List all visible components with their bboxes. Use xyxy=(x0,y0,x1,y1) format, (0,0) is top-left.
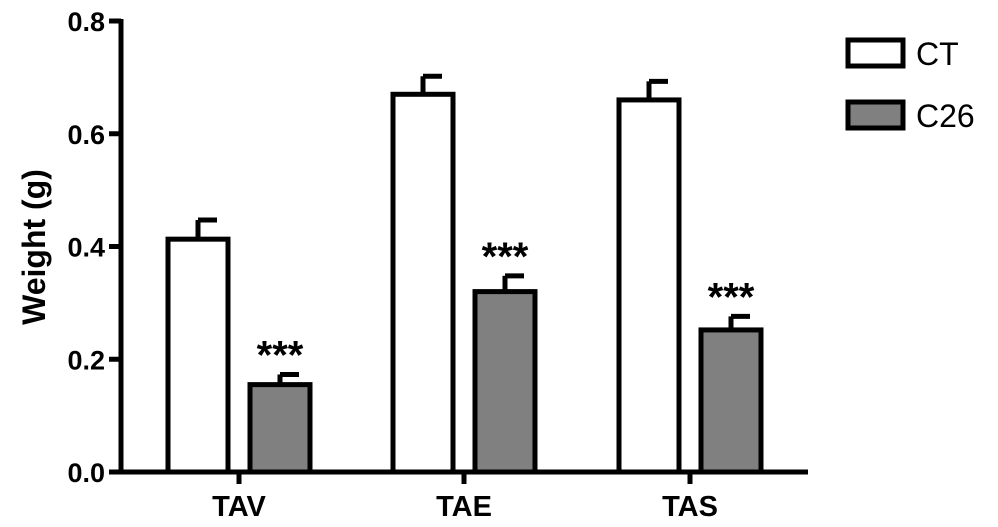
y-tick-label-0.6: 0.6 xyxy=(67,120,105,150)
legend-swatch-ct xyxy=(845,37,906,69)
y-tick-label-0.0: 0.0 xyxy=(67,458,105,488)
x-tick-label-tav: TAV xyxy=(212,491,266,523)
bar-ct-tav xyxy=(165,236,231,475)
significance-annotation-tae: *** xyxy=(482,235,529,279)
legend-label-ct: CT xyxy=(916,36,959,72)
significance-annotation-tas: *** xyxy=(708,275,755,319)
y-tick-label-0.8: 0.8 xyxy=(67,7,105,37)
y-tick-label-0.2: 0.2 xyxy=(67,345,105,375)
legend-swatch-c26 xyxy=(845,99,906,131)
x-tick-label-tas: TAS xyxy=(662,491,718,523)
legend: CT C26 xyxy=(845,36,975,134)
bar-ct-tae xyxy=(390,91,456,475)
y-axis-label: Weight (g) xyxy=(16,169,52,325)
bars-layer: *** *** *** xyxy=(165,73,764,475)
y-tick-label-0.4: 0.4 xyxy=(67,233,105,263)
axes-layer: TAV TAE TAS 0.0 0.2 0.4 0.6 0.8 xyxy=(67,7,808,523)
x-tick-label-tae: TAE xyxy=(436,491,492,523)
legend-label-c26: C26 xyxy=(916,98,975,134)
bar-c26-tav xyxy=(247,382,313,475)
significance-annotation-tav: *** xyxy=(257,333,304,377)
bar-c26-tae xyxy=(472,289,538,475)
bar-c26-tas xyxy=(698,327,764,475)
bar-ct-tas xyxy=(616,97,682,475)
